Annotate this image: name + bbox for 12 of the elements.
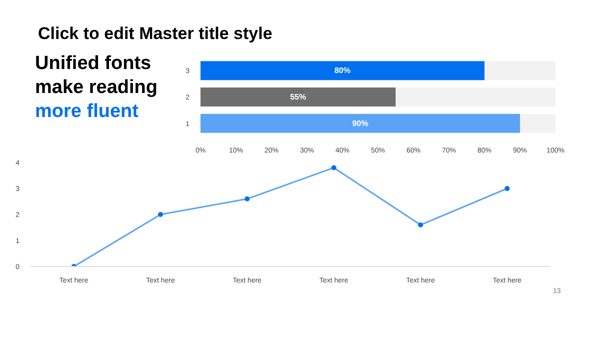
bar: [200, 88, 396, 106]
bar: [520, 114, 556, 133]
bar: [200, 114, 520, 133]
data-label: 80%: [334, 66, 351, 76]
bar: [484, 61, 556, 80]
text: more fluent: [35, 101, 138, 122]
bar: [396, 88, 556, 106]
data-label: 55%: [290, 92, 306, 102]
bar: [200, 61, 484, 80]
data-label: 90%: [352, 118, 368, 128]
chart-title: Click to edit Master title style: [38, 23, 272, 45]
text: Unified fonts make reading: [35, 53, 158, 98]
